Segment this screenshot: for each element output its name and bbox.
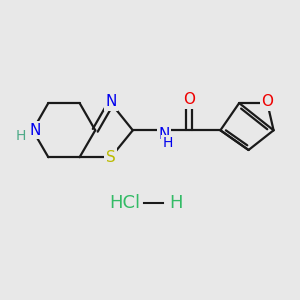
Text: H: H: [16, 129, 26, 143]
Text: H: H: [169, 194, 182, 212]
Text: N: N: [105, 94, 117, 109]
Text: O: O: [183, 92, 195, 107]
Text: S: S: [106, 150, 116, 165]
Text: N: N: [29, 123, 41, 138]
Text: HCl: HCl: [110, 194, 141, 212]
Text: H: H: [163, 136, 173, 150]
Text: O: O: [261, 94, 273, 109]
Text: N: N: [158, 127, 170, 142]
